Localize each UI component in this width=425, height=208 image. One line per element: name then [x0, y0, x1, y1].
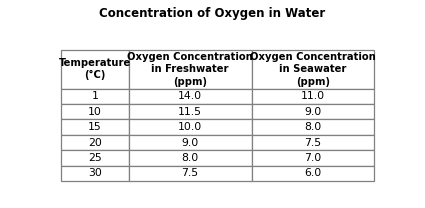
Text: Concentration of Oxygen in Water: Concentration of Oxygen in Water — [99, 7, 326, 20]
Bar — [61, 119, 129, 135]
Text: 30: 30 — [88, 168, 102, 178]
Bar — [129, 150, 252, 166]
Bar — [252, 135, 374, 150]
Bar — [252, 50, 374, 89]
Text: Oxygen Concentration
in Freshwater
(ppm): Oxygen Concentration in Freshwater (ppm) — [127, 52, 253, 87]
Bar — [129, 104, 252, 119]
Text: 15: 15 — [88, 122, 102, 132]
Text: 11.0: 11.0 — [301, 91, 325, 101]
Bar — [129, 119, 252, 135]
Text: 20: 20 — [88, 137, 102, 147]
Bar — [61, 50, 129, 89]
Text: 10.0: 10.0 — [178, 122, 202, 132]
Bar — [252, 89, 374, 104]
Text: 10: 10 — [88, 107, 102, 117]
Text: 1: 1 — [91, 91, 99, 101]
Text: 8.0: 8.0 — [181, 153, 199, 163]
Bar — [61, 135, 129, 150]
Text: 7.5: 7.5 — [304, 137, 321, 147]
Text: 8.0: 8.0 — [304, 122, 322, 132]
Text: Oxygen Concentration
in Seawater
(ppm): Oxygen Concentration in Seawater (ppm) — [250, 52, 376, 87]
Text: Temperature
(°C): Temperature (°C) — [59, 58, 131, 80]
Text: 14.0: 14.0 — [178, 91, 202, 101]
Bar — [252, 150, 374, 166]
Bar — [129, 50, 252, 89]
Text: 9.0: 9.0 — [181, 137, 199, 147]
Bar — [129, 135, 252, 150]
Bar — [252, 104, 374, 119]
Text: 11.5: 11.5 — [178, 107, 202, 117]
Bar — [61, 104, 129, 119]
Text: 25: 25 — [88, 153, 102, 163]
Bar — [129, 166, 252, 181]
Text: 9.0: 9.0 — [304, 107, 322, 117]
Bar — [61, 89, 129, 104]
Bar — [252, 119, 374, 135]
Bar — [61, 166, 129, 181]
Text: 7.5: 7.5 — [181, 168, 198, 178]
Text: 6.0: 6.0 — [304, 168, 322, 178]
Bar — [252, 166, 374, 181]
Bar — [61, 150, 129, 166]
Bar — [129, 89, 252, 104]
Text: 7.0: 7.0 — [304, 153, 322, 163]
